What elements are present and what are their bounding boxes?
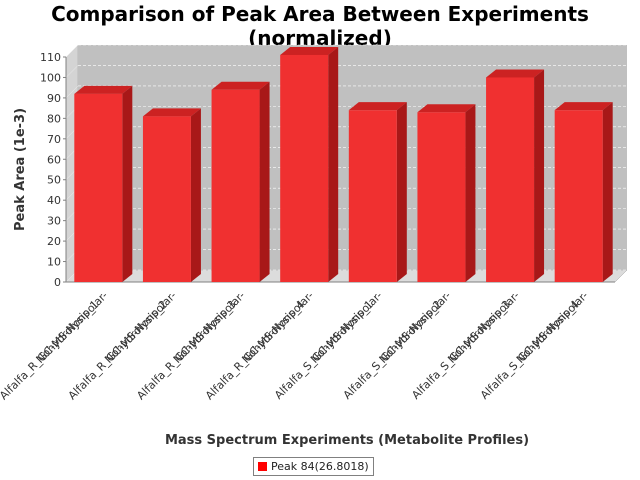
grid-line-side	[65, 65, 79, 78]
bar-front	[280, 54, 329, 282]
x-tick-label: Nohydrolysis_2	[377, 298, 445, 366]
chart-title: Comparison of Peak Area Between Experime…	[0, 2, 640, 50]
legend: Peak 84(26.8018)	[253, 457, 374, 476]
bar-side	[190, 108, 201, 283]
bar-front	[417, 112, 466, 283]
bar-side	[602, 102, 613, 282]
y-tick-label: 100	[40, 71, 61, 84]
bar	[417, 104, 476, 283]
x-axis-label: Mass Spectrum Experiments (Metabolite Pr…	[165, 433, 529, 448]
legend-label: Peak 84(26.8018)	[271, 460, 369, 473]
x-tick-label: Nohydrolysis_1	[34, 298, 102, 366]
bar-front	[486, 77, 535, 282]
bar	[280, 46, 339, 282]
bar-top	[280, 46, 339, 55]
y-tick-label: 60	[47, 153, 61, 166]
y-tick-label: 80	[47, 112, 61, 125]
y-tick-label: 50	[47, 174, 61, 187]
bar	[142, 108, 201, 283]
bar-top	[74, 85, 133, 94]
bar-side	[122, 85, 133, 283]
bar-top	[554, 102, 613, 111]
y-tick-label: 110	[40, 51, 61, 64]
bar-front	[554, 110, 603, 282]
x-tick-label: Nohydrolysis_1	[308, 298, 376, 366]
chart-title-line-1: Comparison of Peak Area Between Experime…	[51, 2, 589, 26]
bar	[74, 85, 133, 283]
y-tick-label: 30	[47, 215, 61, 228]
bar-top	[211, 81, 270, 90]
y-tick-label: 40	[47, 194, 61, 207]
bar-front	[211, 89, 260, 283]
x-tick-label: Nohydrolysis_4	[514, 298, 582, 366]
y-tick-label: 70	[47, 133, 61, 146]
bar	[211, 81, 270, 283]
bar-top	[417, 104, 476, 113]
bar-front	[74, 93, 123, 283]
bar-side	[534, 69, 545, 282]
bar	[348, 102, 407, 282]
bar-front	[142, 116, 191, 283]
bar	[486, 69, 545, 282]
bar	[554, 102, 613, 282]
grid-line-side	[65, 85, 79, 99]
bar-front	[348, 110, 397, 282]
x-tick-label: Nohydrolysis_2	[102, 298, 170, 366]
bar-side	[465, 104, 476, 283]
bar-top	[486, 69, 545, 78]
bar-side	[328, 46, 339, 282]
legend-swatch	[258, 462, 267, 471]
bar-series	[74, 46, 613, 283]
x-tick-label: Nohydrolysis_4	[239, 298, 307, 366]
bar-side	[396, 102, 407, 282]
bar-side	[259, 81, 270, 283]
bar-top	[348, 102, 407, 111]
y-axis-label: Peak Area (1e-3)	[13, 108, 28, 231]
y-tick-label: 0	[54, 276, 61, 289]
x-tick-label: Nohydrolysis_3	[171, 298, 239, 366]
bar-top	[142, 108, 201, 117]
y-tick-label: 90	[47, 92, 61, 105]
y-tick-label: 20	[47, 235, 61, 248]
y-tick-label: 10	[47, 256, 61, 269]
x-tick-label: Nohydrolysis_3	[445, 298, 513, 366]
grid-line-side	[65, 44, 79, 58]
